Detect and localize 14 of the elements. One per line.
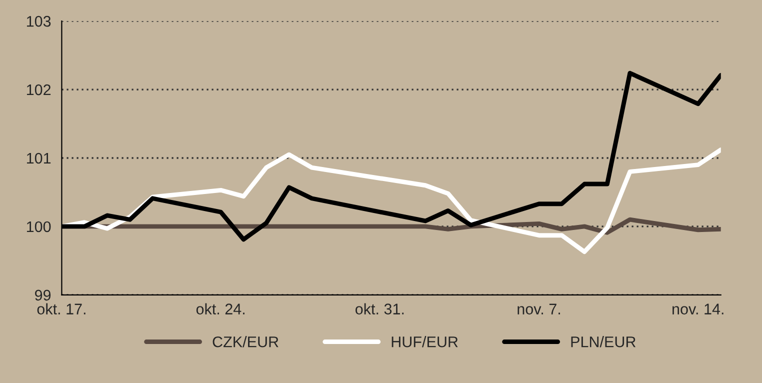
x-tick-label: okt. 24.	[196, 303, 244, 314]
y-tick-label: 103	[26, 16, 51, 27]
x-tick-label: nov. 14.	[672, 304, 724, 314]
legend-label: CZK/EUR	[212, 336, 278, 348]
x-tick-label: okt. 31.	[356, 303, 404, 314]
y-tick-label: 100	[26, 221, 51, 232]
y-tick-label: 101	[26, 152, 51, 164]
legend-label: HUF/EUR	[392, 336, 458, 348]
legend-label: PLN/EUR	[571, 336, 636, 348]
y-tick-label: 99	[35, 290, 51, 301]
x-tick-label: okt. 17.	[37, 303, 86, 314]
line-series	[62, 148, 721, 254]
x-tick-label: nov. 7.	[518, 304, 560, 314]
y-tick-label: 102	[26, 84, 51, 96]
